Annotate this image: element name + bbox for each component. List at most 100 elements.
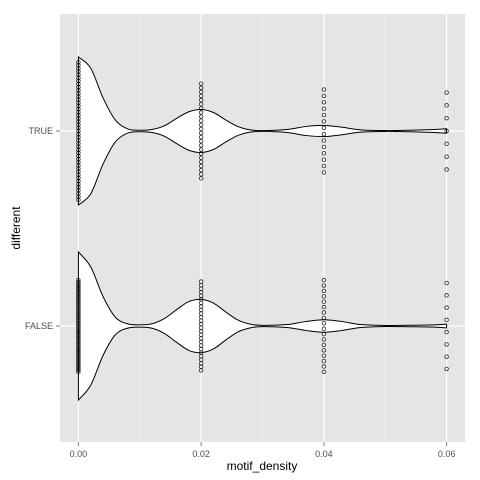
data-point [198,163,204,169]
data-point [321,342,327,348]
x-tick-label: 0.00 [70,449,88,459]
data-point [444,293,449,298]
data-point [321,326,327,331]
data-point [76,191,81,196]
data-point [198,93,204,99]
data-point [198,143,204,148]
data-point [198,151,204,156]
data-point [76,59,81,65]
data-point [321,151,327,156]
data-point [76,72,81,77]
data-point [76,116,81,121]
data-point [76,100,81,106]
data-point [444,354,449,359]
violin-false [77,250,448,402]
data-point [76,141,81,146]
data-point [198,81,204,86]
x-tick-label: 0.04 [315,449,333,459]
data-point [76,160,81,165]
data-point [76,169,81,174]
data-point [198,114,204,119]
data-point [321,93,327,99]
data-point [76,66,81,71]
data-point [76,106,81,112]
data-point [76,125,81,131]
data-point [76,131,81,137]
data-point [198,134,204,140]
data-point [321,348,327,353]
data-point [76,144,81,149]
y-axis-ticks: FALSE TRUE [25,126,60,331]
data-point [321,315,327,321]
data-point [76,110,81,115]
data-point [321,100,327,105]
data-point [321,106,327,111]
data-point [198,102,204,107]
data-point [444,317,449,323]
data-point [198,167,204,173]
data-point [76,188,81,193]
data-point [198,147,204,152]
x-axis-ticks: 0.00 0.02 0.04 0.06 [70,442,455,459]
data-point [198,126,204,132]
data-point [76,175,81,181]
data-point [76,97,81,102]
data-point [76,69,81,74]
data-point [76,150,81,156]
data-point [444,115,449,121]
data-point [198,97,204,103]
data-point [198,106,204,111]
data-point [76,113,81,118]
data-point [76,166,81,171]
data-point [321,131,327,137]
data-points [76,59,449,375]
data-point [444,305,449,310]
data-point [198,110,204,115]
x-axis-title: motif_density [227,459,298,473]
data-point [198,368,204,373]
data-point [321,112,327,118]
data-point [198,130,204,136]
data-point [321,119,327,124]
data-point [321,331,327,337]
data-point [76,153,81,159]
data-point [76,135,81,140]
x-tick-label: 0.02 [192,449,210,459]
data-point [76,185,81,190]
data-point [198,122,204,128]
data-point [76,91,81,96]
y-axis-title: different [9,206,23,250]
violin-true [77,55,448,207]
data-point [321,288,327,294]
data-point [76,119,81,124]
data-point [76,156,81,162]
data-point [76,369,81,375]
data-point [198,85,204,90]
data-point [76,367,81,373]
data-point [321,277,327,283]
data-point [198,155,204,160]
data-point [321,304,327,310]
y-tick-label: TRUE [29,126,54,136]
data-point [444,141,449,147]
data-point [321,138,327,143]
data-point [76,128,81,134]
data-point [198,89,204,95]
data-point [76,163,81,168]
data-point [76,63,81,68]
data-point [444,280,449,286]
data-point [321,321,327,326]
data-point [321,170,327,175]
data-point [444,366,449,372]
data-point [321,144,327,150]
data-point [321,299,327,304]
data-point [76,138,81,143]
data-point [321,283,327,288]
data-point [321,163,327,169]
y-tick-label: FALSE [25,321,53,331]
data-point [321,337,327,342]
data-point [444,90,449,95]
data-point [198,118,204,123]
minor-gridlines [139,14,386,442]
